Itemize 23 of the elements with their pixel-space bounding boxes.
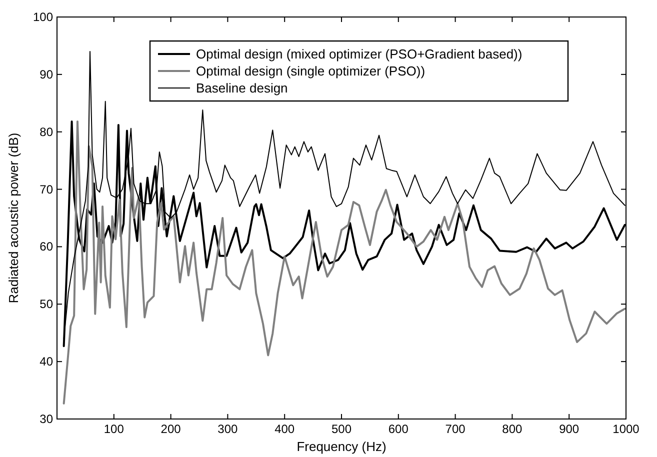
x-tick-label: 300	[218, 422, 238, 436]
y-tick-label: 70	[40, 182, 54, 196]
y-tick-label: 100	[32, 10, 54, 24]
y-axis-title: Radiated acoustic power (dB)	[6, 132, 21, 304]
x-tick-label: 100	[104, 422, 124, 436]
x-tick-label: 700	[445, 422, 466, 436]
y-tick-label: 90	[40, 67, 54, 82]
y-tick-label: 30	[40, 412, 54, 426]
legend-label: Optimal design (mixed optimizer (PSO+Gradient based))	[196, 46, 522, 62]
x-tick-label: 200	[160, 422, 182, 436]
x-tick-label: 500	[331, 422, 352, 436]
x-axis-title: Frequency (Hz)	[296, 439, 386, 454]
y-tick-label: 50	[40, 297, 54, 312]
y-tick-label: 60	[40, 240, 54, 254]
x-tick-label: 600	[388, 422, 409, 436]
legend-label: Optimal design (single optimizer (PSO))	[196, 64, 426, 78]
x-tick-label: 800	[502, 422, 523, 436]
legend-label: Baseline design	[196, 80, 288, 96]
y-tick-label: 40	[40, 354, 54, 369]
x-tick-label: 1000	[612, 422, 640, 436]
y-tick-label: 80	[40, 124, 54, 139]
x-tick-label: 900	[559, 422, 580, 436]
x-tick-label: 400	[274, 422, 295, 436]
